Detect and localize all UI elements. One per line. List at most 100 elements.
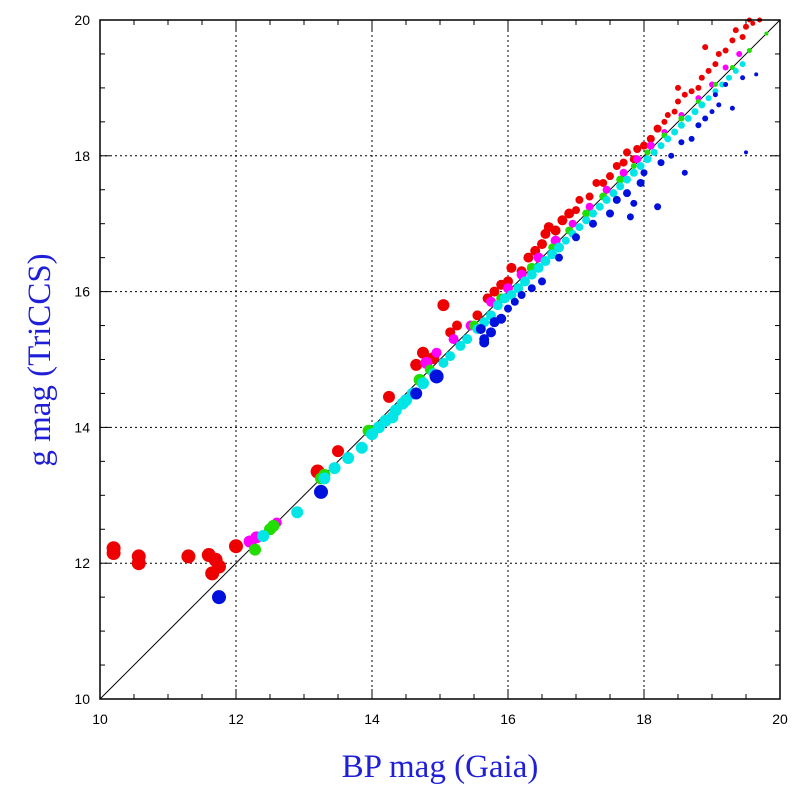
data-point-red xyxy=(695,84,702,91)
data-point-cyan xyxy=(526,269,537,280)
data-point-blue xyxy=(527,284,536,293)
data-point-red xyxy=(681,91,688,98)
data-point-green xyxy=(267,519,280,532)
data-point-blue xyxy=(657,159,665,167)
data-point-cyan xyxy=(698,101,706,109)
data-point-red xyxy=(646,134,655,143)
data-point-green xyxy=(630,162,637,169)
data-point-red xyxy=(715,50,722,57)
data-point-blue xyxy=(612,195,621,204)
data-point-blue xyxy=(716,102,722,108)
data-point-red xyxy=(332,445,344,458)
data-point-cyan xyxy=(609,189,618,198)
data-point-red xyxy=(722,47,729,54)
data-point-blue xyxy=(504,304,512,313)
data-point-red xyxy=(675,98,681,105)
data-point-cyan xyxy=(684,114,692,122)
data-point-red xyxy=(557,215,568,226)
data-point-cyan xyxy=(455,340,466,351)
data-point-cyan xyxy=(671,128,679,136)
data-point-blue xyxy=(314,484,328,499)
data-point-cyan xyxy=(417,377,429,390)
data-point-red xyxy=(743,23,749,30)
y-tick-label: 10 xyxy=(74,691,90,707)
data-point-red xyxy=(661,118,668,125)
data-point-red xyxy=(729,37,736,44)
data-point-cyan xyxy=(506,289,517,300)
data-point-blue xyxy=(410,387,423,400)
data-point-blue xyxy=(496,313,507,324)
data-point-blue xyxy=(486,327,496,338)
data-point-red xyxy=(106,541,121,556)
data-point-blue xyxy=(754,72,759,77)
data-point-green xyxy=(644,149,651,156)
data-point-cyan xyxy=(602,195,611,204)
data-point-green xyxy=(712,82,718,88)
data-point-green xyxy=(616,175,625,184)
data-point-blue xyxy=(688,135,695,142)
data-points xyxy=(106,17,769,605)
data-point-cyan xyxy=(257,530,270,543)
data-point-blue xyxy=(510,297,519,306)
data-point-red xyxy=(705,67,712,74)
data-point-blue xyxy=(475,323,486,334)
data-point-cyan xyxy=(318,472,331,485)
y-tick-label: 20 xyxy=(74,12,90,28)
data-point-magenta xyxy=(619,168,628,177)
data-point-red xyxy=(212,559,226,574)
data-point-blue xyxy=(630,199,638,207)
data-point-red xyxy=(437,299,450,312)
data-point-red xyxy=(506,262,517,273)
data-point-cyan xyxy=(657,142,665,150)
data-point-cyan xyxy=(705,95,712,102)
data-point-red xyxy=(702,44,709,51)
data-point-red xyxy=(712,61,719,68)
data-point-cyan xyxy=(739,61,746,68)
data-point-cyan xyxy=(342,451,355,464)
data-point-red xyxy=(585,192,594,201)
data-point-cyan xyxy=(533,262,544,273)
data-point-red xyxy=(575,195,584,204)
data-point-red xyxy=(229,539,243,554)
data-point-magenta xyxy=(646,141,655,150)
data-point-green xyxy=(729,65,735,71)
data-point-blue xyxy=(572,233,580,242)
data-point-red xyxy=(572,206,580,215)
data-point-blue xyxy=(640,169,648,177)
data-point-cyan xyxy=(650,148,658,156)
data-point-cyan xyxy=(589,209,597,218)
data-point-red xyxy=(489,286,500,297)
data-point-cyan xyxy=(462,334,473,345)
data-point-red xyxy=(640,141,648,150)
data-point-red xyxy=(181,549,196,564)
data-point-blue xyxy=(517,290,526,299)
data-point-blue xyxy=(702,115,709,122)
data-point-cyan xyxy=(492,300,503,311)
x-tick-label: 16 xyxy=(500,711,516,727)
data-point-cyan xyxy=(732,67,739,74)
data-point-cyan xyxy=(438,357,449,368)
data-point-red xyxy=(452,320,462,331)
data-point-cyan xyxy=(547,249,558,260)
data-point-cyan xyxy=(664,135,672,143)
data-point-blue xyxy=(479,334,490,345)
data-point-magenta xyxy=(448,334,459,345)
data-point-green xyxy=(764,31,769,36)
data-point-cyan xyxy=(355,441,368,454)
data-point-cyan xyxy=(636,161,645,170)
grid-lines xyxy=(100,20,780,699)
data-point-magenta xyxy=(568,219,577,228)
data-point-blue xyxy=(668,152,675,159)
data-point-blue xyxy=(538,277,546,286)
data-point-red xyxy=(537,239,547,250)
data-point-blue xyxy=(212,590,226,605)
data-point-red xyxy=(750,20,756,26)
data-point-cyan xyxy=(513,283,524,294)
data-point-cyan xyxy=(595,202,604,211)
data-point-red xyxy=(417,346,429,359)
data-point-blue xyxy=(744,150,748,155)
data-point-magenta xyxy=(431,347,442,358)
data-point-green xyxy=(678,115,685,122)
x-tick-label: 14 xyxy=(364,711,380,727)
